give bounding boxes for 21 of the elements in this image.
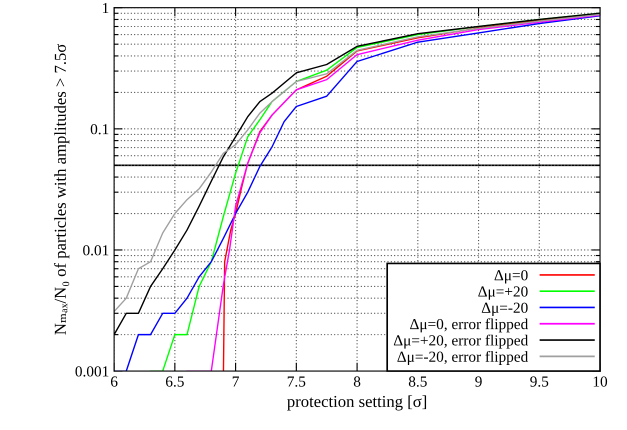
x-tick-label: 8 [354,376,360,387]
x-tick-label: 10 [594,376,608,387]
y-tick-label: 0.01 [83,245,108,256]
y-axis-title: Nₘₐₓ/N₀ of particles with amplitudes > 7.5σ [54,44,70,335]
x-tick-label: 8.5 [408,376,427,387]
legend-label: Δμ=+20 [478,286,528,300]
y-tick-label: 0.001 [75,366,108,377]
x-tick-label: 7 [232,376,239,387]
x-tick-label: 7.5 [288,376,306,387]
y-tick-label: 1 [102,2,108,14]
x-axis-title: protection setting [σ] [287,395,426,411]
legend-label: Δμ=0, error flipped [410,318,528,332]
x-tick-label: 6 [110,376,118,387]
legend-label: Δμ=-20 [482,302,528,316]
x-tick-label: 9 [475,376,482,387]
legend-label: Δμ=-20, error flipped [397,350,528,365]
legend-label: Δμ=+20, error flipped [394,334,528,349]
y-tick-label: 0.1 [90,124,108,134]
x-tick-label: 6.5 [166,376,184,387]
x-tick-label: 9.5 [530,376,548,387]
legend-label: Δμ=0 [494,270,528,284]
